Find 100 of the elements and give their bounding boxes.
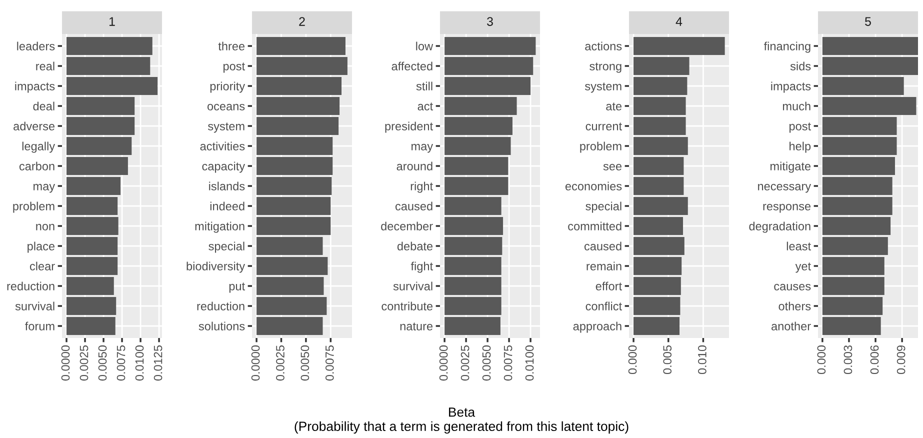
- bar: [256, 277, 324, 295]
- y-tick-label: mitigate: [770, 162, 811, 173]
- y-tick-label: help: [790, 142, 811, 153]
- bar: [822, 317, 881, 335]
- bar: [444, 117, 512, 135]
- y-tick-label: causes: [774, 284, 811, 290]
- bar: [634, 217, 684, 235]
- y-tick-label: remain: [586, 262, 622, 270]
- y-tick-label: ate: [606, 102, 622, 110]
- y-tick-label: caused: [584, 242, 622, 250]
- y-tick-label: mitigation: [195, 222, 244, 233]
- bar: [256, 57, 348, 75]
- y-tick-label: contribute: [382, 302, 433, 310]
- chart-title: 5: [865, 17, 871, 26]
- chart-title: 2: [299, 17, 305, 26]
- bar: [444, 97, 517, 115]
- bar: [822, 197, 892, 215]
- y-tick-label: current: [586, 122, 622, 130]
- y-tick-label: oceans: [207, 104, 245, 110]
- x-tick-label: 0.0075: [116, 345, 126, 381]
- x-axis-title: Beta (Probability that a term is generated from this latent topic): [294, 408, 628, 434]
- bar: [66, 217, 118, 235]
- x-tick-label: 0.0075: [325, 345, 334, 381]
- y-tick-label: adverse: [14, 122, 55, 130]
- y-tick-label: yet: [795, 262, 811, 273]
- bar: [822, 117, 897, 135]
- bar: [66, 317, 116, 335]
- x-tick-label: 0.005: [663, 345, 672, 374]
- bar: [444, 157, 508, 175]
- x-tick-label: 0.0125: [154, 345, 162, 381]
- y-tick-label: legally: [22, 142, 56, 153]
- bar: [66, 57, 150, 75]
- y-tick-label: may: [34, 184, 56, 193]
- y-tick-label: put: [229, 282, 245, 293]
- bar: [66, 97, 135, 115]
- y-tick-label: conflict: [586, 302, 622, 310]
- y-tick-label: system: [208, 122, 244, 133]
- y-tick-label: approach: [573, 322, 622, 333]
- bar: [822, 237, 888, 255]
- y-tick-label: strong: [590, 62, 622, 73]
- bar: [634, 117, 686, 135]
- bar: [822, 137, 897, 155]
- y-tick-label: debate: [397, 242, 433, 250]
- bar: [634, 237, 684, 255]
- bar: [66, 157, 128, 175]
- y-tick-label: islands: [209, 182, 245, 190]
- x-tick-label: 0.003: [844, 345, 852, 374]
- x-tick-label: 0.0025: [276, 345, 284, 381]
- bar: [66, 197, 118, 215]
- y-tick-label: see: [603, 164, 622, 170]
- y-tick-label: deal: [33, 102, 54, 110]
- chart-title: 1: [109, 17, 115, 26]
- y-tick-label: biodiversity: [186, 262, 246, 273]
- bar: [256, 37, 346, 55]
- bar: [822, 57, 918, 75]
- bar: [634, 77, 688, 95]
- y-tick-label: sids: [790, 62, 811, 70]
- y-tick-label: effort: [596, 282, 622, 290]
- y-tick-label: may: [412, 144, 434, 153]
- bar: [66, 77, 158, 95]
- y-tick-label: affected: [392, 62, 432, 70]
- bar: [822, 277, 884, 295]
- y-tick-label: non: [36, 224, 54, 230]
- bar: [634, 257, 682, 275]
- bar: [256, 317, 323, 335]
- y-tick-label: degradation: [749, 222, 810, 233]
- x-tick-label: 0.000: [817, 345, 826, 374]
- bar: [822, 257, 884, 275]
- bar: [66, 277, 114, 295]
- y-tick-label: three: [218, 42, 245, 50]
- x-tick-label: 0.0000: [439, 345, 448, 381]
- bar: [256, 137, 333, 155]
- bar: [444, 197, 502, 215]
- bar: [256, 97, 340, 115]
- y-tick-label: survival: [393, 282, 432, 290]
- y-tick-label: survival: [15, 302, 54, 310]
- bar: [66, 177, 121, 195]
- y-tick-label: capacity: [202, 162, 246, 173]
- bar: [634, 157, 684, 175]
- bar: [66, 37, 152, 55]
- bar: [634, 317, 680, 335]
- bar: [634, 177, 684, 195]
- y-tick-label: others: [778, 302, 811, 310]
- y-tick-label: clear: [30, 262, 55, 270]
- bar: [634, 277, 681, 295]
- bar: [66, 117, 135, 135]
- bar: [634, 197, 688, 215]
- x-tick-label: 0.006: [870, 345, 879, 374]
- bar: [822, 297, 883, 315]
- bar: [634, 37, 725, 55]
- y-tick-label: post: [224, 62, 245, 73]
- y-tick-label: special: [208, 242, 244, 253]
- y-tick-label: president: [385, 122, 433, 133]
- bar: [444, 277, 502, 295]
- y-tick-label: least: [786, 242, 811, 250]
- y-tick-label: carbon: [19, 162, 54, 170]
- y-tick-label: financing: [764, 42, 810, 53]
- bar: [822, 97, 916, 115]
- bar: [444, 177, 508, 195]
- bar: [444, 217, 504, 235]
